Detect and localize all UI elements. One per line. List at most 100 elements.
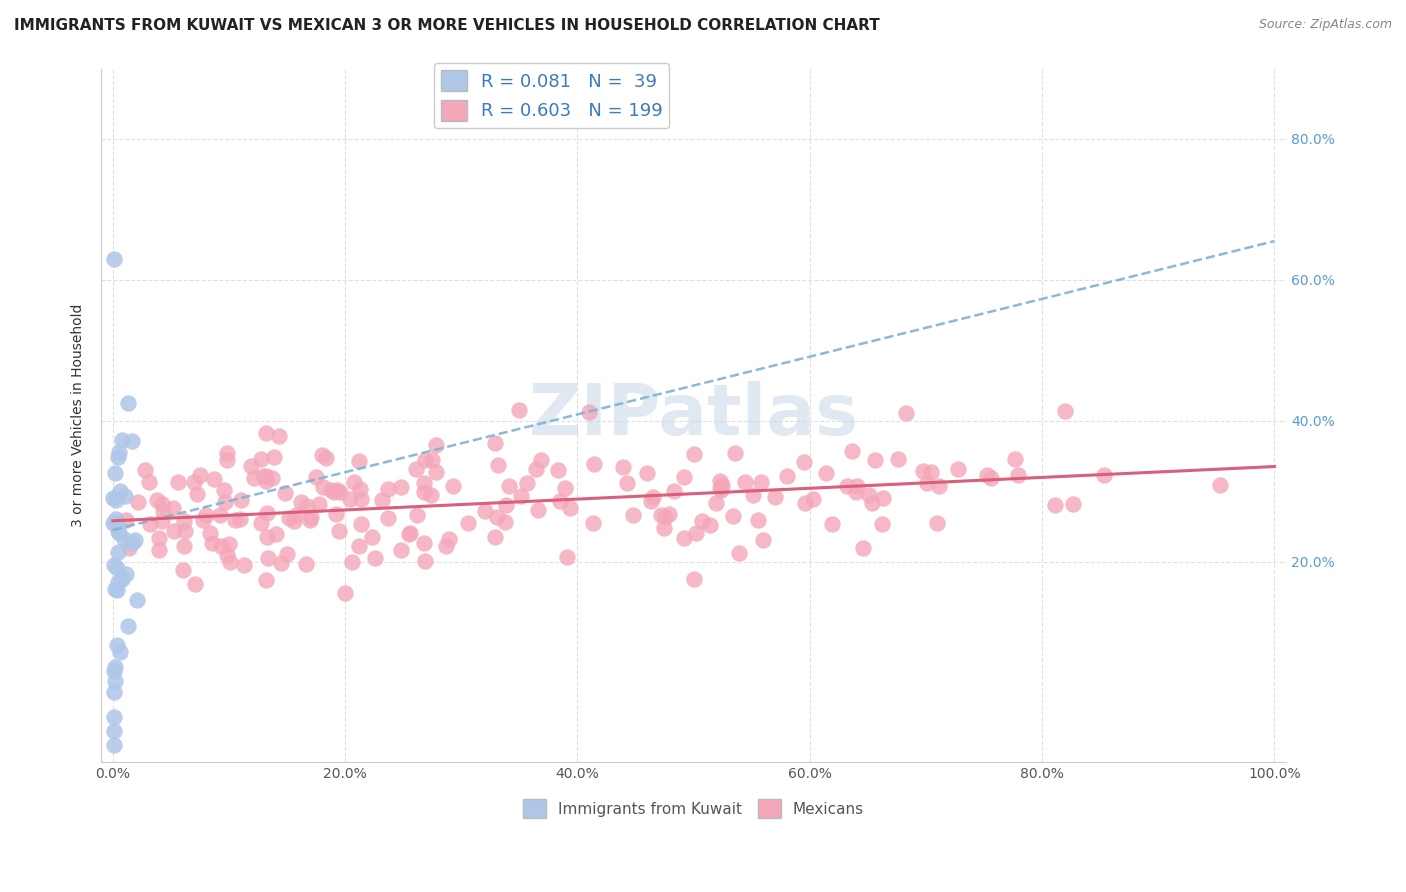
- Point: [484, 530, 506, 544]
- Point: [554, 481, 576, 495]
- Point: [434, 539, 457, 553]
- Point: [150, 498, 173, 512]
- Text: Source: ZipAtlas.com: Source: ZipAtlas.com: [1258, 18, 1392, 31]
- Point: [138, 475, 160, 489]
- Point: [841, 444, 863, 458]
- Point: [413, 536, 436, 550]
- Point: [658, 508, 681, 522]
- Point: [315, 450, 337, 465]
- Point: [319, 483, 342, 497]
- Point: [103, 664, 125, 678]
- Point: [285, 508, 308, 522]
- Point: [173, 524, 195, 538]
- Point: [928, 479, 950, 493]
- Point: [709, 481, 731, 495]
- Point: [224, 513, 246, 527]
- Point: [312, 480, 335, 494]
- Point: [183, 475, 205, 489]
- Point: [103, 685, 125, 699]
- Point: [308, 497, 330, 511]
- Text: ZIPatlas: ZIPatlas: [529, 381, 859, 450]
- Point: [103, 738, 125, 752]
- Point: [349, 482, 371, 496]
- Point: [425, 465, 447, 479]
- Point: [550, 494, 572, 508]
- Point: [1209, 478, 1232, 492]
- Point: [654, 510, 676, 524]
- Point: [198, 526, 221, 541]
- Point: [107, 524, 129, 538]
- Point: [863, 453, 886, 467]
- Point: [104, 515, 127, 529]
- Point: [672, 470, 695, 484]
- Point: [814, 466, 837, 480]
- Point: [821, 517, 844, 532]
- Point: [103, 252, 125, 266]
- Point: [104, 674, 127, 689]
- Point: [682, 572, 704, 586]
- Point: [188, 467, 211, 482]
- Point: [925, 516, 948, 530]
- Point: [721, 508, 744, 523]
- Point: [299, 512, 322, 526]
- Point: [457, 516, 479, 530]
- Point: [191, 513, 214, 527]
- Point: [727, 546, 749, 560]
- Point: [254, 425, 277, 440]
- Point: [371, 493, 394, 508]
- Point: [186, 487, 208, 501]
- Point: [709, 474, 731, 488]
- Point: [415, 554, 437, 568]
- Point: [254, 469, 277, 483]
- Point: [420, 488, 443, 502]
- Point: [747, 513, 769, 527]
- Point: [510, 489, 533, 503]
- Point: [858, 488, 880, 502]
- Point: [121, 536, 143, 550]
- Point: [254, 573, 277, 587]
- Point: [107, 574, 129, 589]
- Point: [214, 494, 236, 508]
- Point: [801, 491, 824, 506]
- Point: [152, 514, 174, 528]
- Point: [115, 567, 138, 582]
- Point: [794, 496, 817, 510]
- Point: [673, 531, 696, 545]
- Point: [254, 475, 277, 489]
- Point: [295, 558, 318, 572]
- Point: [209, 508, 232, 522]
- Point: [114, 489, 136, 503]
- Point: [915, 476, 938, 491]
- Point: [685, 526, 707, 541]
- Point: [269, 428, 291, 442]
- Point: [270, 557, 292, 571]
- Point: [311, 448, 333, 462]
- Point: [162, 500, 184, 515]
- Point: [420, 453, 443, 467]
- Point: [870, 517, 893, 532]
- Point: [262, 471, 284, 485]
- Point: [110, 484, 132, 499]
- Point: [112, 532, 135, 546]
- Point: [650, 508, 672, 523]
- Point: [209, 539, 232, 553]
- Point: [527, 502, 550, 516]
- Point: [498, 479, 520, 493]
- Point: [111, 573, 134, 587]
- Point: [103, 709, 125, 723]
- Point: [555, 549, 578, 564]
- Point: [139, 517, 162, 532]
- Point: [107, 450, 129, 464]
- Point: [202, 472, 225, 486]
- Point: [256, 530, 278, 544]
- Point: [361, 530, 384, 544]
- Point: [1053, 403, 1076, 417]
- Point: [215, 446, 238, 460]
- Point: [163, 524, 186, 539]
- Text: IMMIGRANTS FROM KUWAIT VS MEXICAN 3 OR MORE VEHICLES IN HOUSEHOLD CORRELATION CH: IMMIGRANTS FROM KUWAIT VS MEXICAN 3 OR M…: [14, 18, 880, 33]
- Point: [103, 558, 125, 572]
- Point: [1062, 497, 1084, 511]
- Point: [212, 483, 235, 497]
- Point: [148, 542, 170, 557]
- Point: [103, 723, 125, 738]
